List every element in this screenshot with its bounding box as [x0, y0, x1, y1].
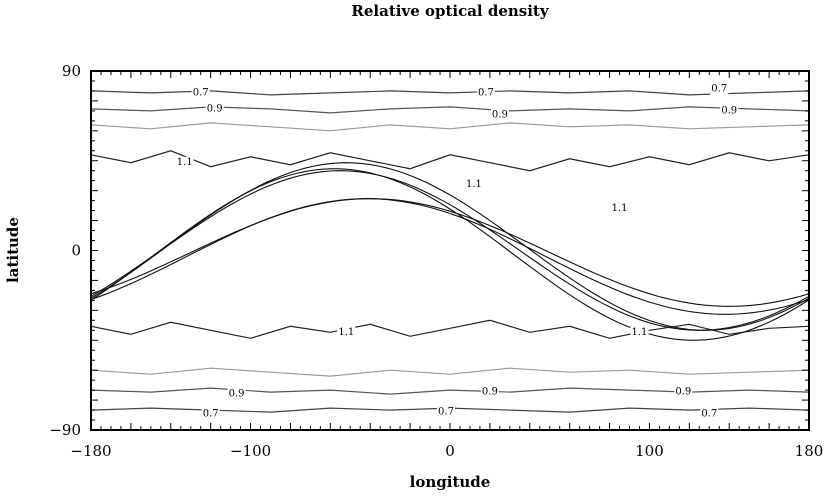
contour-line: [90, 387, 810, 395]
contour-label: 0.9: [229, 389, 245, 400]
contour-labels: 0.7 0.7 0.7 0.9 0.9 0.9 1.1 1.1 1.1 1.1 1.1 0.9 0.9 0…: [175, 82, 739, 421]
track-curve: [90, 198, 810, 315]
contour-label-bg: [464, 178, 483, 191]
y-tick-label: −90: [49, 421, 81, 439]
track-curves: [90, 162, 810, 341]
y-tick-label: 0: [71, 242, 81, 260]
contour-label: 1.1: [612, 203, 628, 214]
contour-label: 0.7: [701, 409, 717, 420]
contour-label-bg: [480, 386, 499, 399]
x-tick-label: 100: [635, 442, 664, 460]
contour-line: [90, 122, 810, 132]
contour-label-bg: [227, 388, 246, 401]
contour-label: 1.1: [632, 327, 648, 338]
x-tick-label: 180: [795, 442, 824, 460]
contour-label-bg: [205, 102, 224, 115]
contour-label: 0.9: [675, 387, 691, 398]
contour-label-bg: [630, 326, 649, 339]
contour-label: 1.1: [338, 327, 354, 338]
contour-label-bg: [476, 86, 495, 99]
x-axis-ticks: −180 −100 0 100 180: [70, 71, 823, 460]
chart-title: Relative optical density: [351, 2, 549, 20]
contour-line: [90, 106, 810, 114]
contour-label-bg: [175, 156, 194, 169]
contour-label: 0.7: [193, 87, 209, 98]
contour-label: 0.7: [203, 409, 219, 420]
track-curve: [90, 198, 810, 307]
contour-line: [90, 319, 810, 339]
contour-label-bg: [674, 386, 693, 399]
contour-label-bg: [191, 86, 210, 99]
contour-label: 0.7: [478, 87, 494, 98]
contour-label-bg: [710, 82, 729, 95]
y-axis-label: latitude: [4, 217, 22, 283]
x-tick-label: −100: [230, 442, 271, 460]
contour-label: 0.9: [721, 105, 737, 116]
contour-lines: [90, 90, 810, 413]
contour-line: [90, 90, 810, 96]
y-axis-ticks: −90 0 90: [49, 62, 809, 439]
contour-label: 0.9: [207, 103, 223, 114]
contour-line: [90, 150, 810, 172]
contour-label: 1.1: [466, 179, 482, 190]
contour-label: 0.9: [482, 387, 498, 398]
contour-label: 0.7: [711, 83, 727, 94]
y-tick-label: 90: [62, 62, 81, 80]
contour-line: [90, 367, 810, 377]
contour-label: 0.9: [492, 109, 508, 120]
contour-label: 1.1: [177, 157, 193, 168]
track-curve: [90, 162, 810, 331]
contour-label-bg: [337, 326, 356, 339]
x-axis-label: longitude: [410, 473, 491, 491]
x-tick-label: −180: [70, 442, 111, 460]
contour-label-bg: [201, 408, 220, 421]
contour-label-bg: [720, 104, 739, 117]
contour-label-bg: [437, 406, 456, 419]
contour-label-bg: [490, 108, 509, 121]
contour-label-bg: [700, 408, 719, 421]
track-curve: [90, 168, 810, 341]
contour-label: 0.7: [438, 407, 454, 418]
x-tick-label: 0: [445, 442, 455, 460]
contour-label-bg: [610, 202, 629, 215]
